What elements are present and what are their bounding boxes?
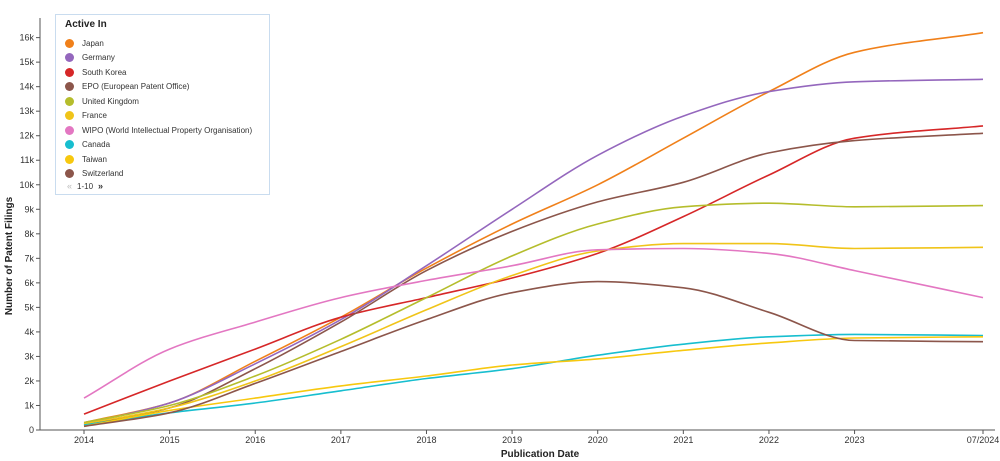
series-line-taiwan[interactable] bbox=[83, 336, 984, 428]
legend-dot-icon bbox=[65, 38, 74, 48]
series-line-epo-european-patent-office[interactable] bbox=[83, 132, 984, 426]
legend-item-taiwan[interactable]: Taiwan bbox=[65, 152, 107, 166]
legend-dot-icon bbox=[65, 67, 74, 77]
legend-item-france[interactable]: France bbox=[65, 109, 107, 123]
y-tick-label: 11k bbox=[20, 155, 34, 165]
y-tick-label: 5k bbox=[24, 302, 34, 312]
legend-item-switzerland[interactable]: Switzerland bbox=[65, 167, 123, 181]
series-line-south-korea[interactable] bbox=[83, 125, 984, 415]
legend-item-united-kingdom[interactable]: United Kingdom bbox=[65, 94, 139, 108]
y-tick-label: 3k bbox=[24, 351, 34, 361]
y-tick-label: 6k bbox=[24, 278, 34, 288]
y-tick-label: 1k bbox=[24, 400, 34, 410]
x-tick-label: 2019 bbox=[502, 435, 522, 445]
series-line-wipo-world-intellectual-property-organisation[interactable] bbox=[83, 247, 984, 399]
legend-item-germany[interactable]: Germany bbox=[65, 51, 115, 65]
chevron-double-left-icon[interactable]: « bbox=[67, 181, 73, 191]
legend-dot-icon bbox=[65, 169, 74, 178]
y-tick-label: 16k bbox=[19, 33, 34, 43]
y-tick-label: 10k bbox=[19, 180, 34, 190]
series-line-united-kingdom[interactable] bbox=[83, 202, 984, 424]
y-tick-label: 9k bbox=[24, 204, 34, 214]
y-tick-label: 12k bbox=[19, 131, 34, 141]
x-tick-label: 07/2024 bbox=[967, 435, 1000, 445]
legend-label: South Korea bbox=[82, 67, 127, 77]
legend-label: Germany bbox=[82, 53, 115, 62]
legend: Active In Japan Germany South Korea EPO (Eu… bbox=[55, 14, 270, 195]
legend-dot-icon bbox=[65, 154, 74, 164]
x-tick-label: 2021 bbox=[673, 435, 693, 445]
legend-item-japan[interactable]: Japan bbox=[65, 36, 104, 50]
legend-dot-icon bbox=[65, 111, 74, 120]
legend-item-epo-european-patent-office[interactable]: EPO (European Patent Office) bbox=[65, 80, 189, 94]
y-tick-label: 7k bbox=[24, 253, 34, 263]
legend-dot-icon bbox=[65, 140, 74, 149]
x-tick-label: 2023 bbox=[845, 435, 865, 445]
legend-label: EPO (European Patent Office) bbox=[82, 82, 190, 91]
y-tick-label: 4k bbox=[24, 327, 34, 337]
legend-label: United Kingdom bbox=[82, 96, 139, 106]
series-line-france[interactable] bbox=[83, 242, 984, 425]
legend-label: Switzerland bbox=[82, 169, 124, 178]
legend-label: WIPO (World Intellectual Property Organi… bbox=[82, 125, 253, 135]
legend-item-wipo-world-intellectual-property-organisation[interactable]: WIPO (World Intellectual Property Organi… bbox=[65, 123, 252, 137]
legend-page-label: 1-10 bbox=[77, 181, 94, 191]
x-tick-label: 2016 bbox=[245, 435, 265, 445]
legend-dot-icon bbox=[65, 53, 74, 62]
legend-label: Canada bbox=[82, 140, 111, 149]
legend-label: France bbox=[82, 111, 107, 120]
series-line-canada[interactable] bbox=[83, 333, 984, 426]
x-tick-label: 2020 bbox=[588, 435, 608, 445]
x-tick-label: 2018 bbox=[416, 435, 436, 445]
legend-label: Japan bbox=[82, 38, 104, 48]
y-tick-label: 15k bbox=[19, 57, 34, 67]
x-tick-label: 2015 bbox=[160, 435, 180, 445]
series-line-switzerland[interactable] bbox=[83, 280, 984, 428]
y-tick-label: 0 bbox=[29, 425, 34, 435]
legend-label: Taiwan bbox=[82, 154, 107, 164]
x-tick-label: 2017 bbox=[331, 435, 351, 445]
x-axis-title: Publication Date bbox=[501, 449, 580, 460]
y-tick-label: 2k bbox=[24, 376, 34, 386]
y-tick-label: 14k bbox=[19, 82, 34, 92]
chevron-double-right-icon[interactable]: » bbox=[98, 181, 104, 191]
series-line-germany[interactable] bbox=[83, 78, 984, 425]
legend-title: Active In bbox=[65, 19, 107, 30]
legend-dot-icon bbox=[65, 82, 74, 91]
plot-area bbox=[83, 31, 984, 428]
legend-pager: « 1-10 » bbox=[65, 181, 105, 191]
legend-dot-icon bbox=[65, 96, 74, 106]
legend-item-canada[interactable]: Canada bbox=[65, 138, 110, 152]
legend-item-south-korea[interactable]: South Korea bbox=[65, 65, 126, 79]
y-tick-label: 8k bbox=[24, 229, 34, 239]
series-line-japan[interactable] bbox=[83, 31, 984, 424]
x-tick-label: 2014 bbox=[74, 435, 94, 445]
y-tick-label: 13k bbox=[19, 106, 34, 116]
x-tick-label: 2022 bbox=[759, 435, 779, 445]
y-axis-title: Number of Patent Filings bbox=[4, 196, 15, 315]
axes: 0 1k 2k 3k 4k 5k 6k 7k 8k 9k 10k 11k 12k 13k 14k 15k 16k… bbox=[19, 18, 999, 445]
legend-dot-icon bbox=[65, 125, 74, 135]
